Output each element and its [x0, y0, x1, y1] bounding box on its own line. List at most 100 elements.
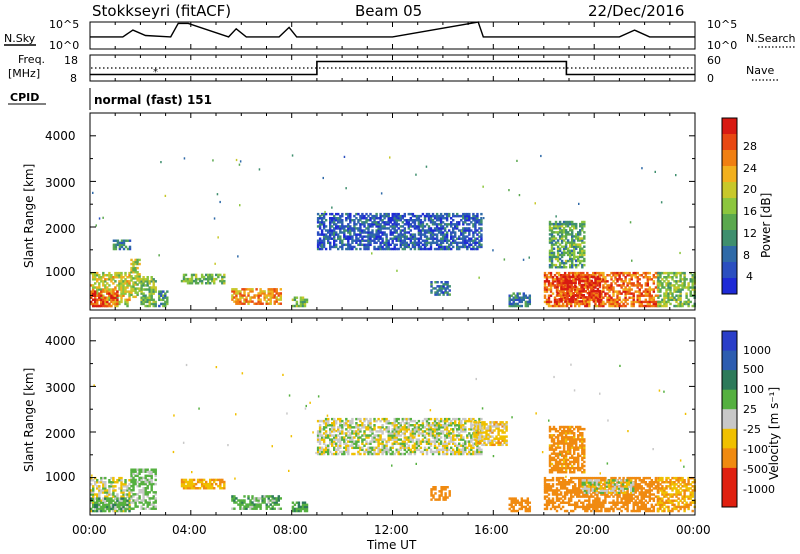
heat-cell — [148, 302, 151, 306]
heat-cell — [371, 446, 374, 450]
heat-cell — [659, 294, 662, 297]
heat-cell — [397, 212, 400, 216]
heat-cell — [581, 266, 584, 269]
heat-cell — [435, 432, 439, 435]
heat-cell — [136, 468, 139, 471]
heat-cell — [150, 472, 153, 476]
heat-cell — [429, 432, 433, 435]
heat-cell — [495, 441, 498, 445]
heat-cell — [320, 229, 324, 232]
heat-cell — [558, 227, 562, 230]
heat-cell — [118, 501, 121, 504]
heat-cell — [379, 436, 382, 439]
heat-cell — [355, 446, 358, 450]
heat-cell — [468, 214, 471, 218]
heat-cell — [148, 507, 151, 510]
heat-cell — [415, 225, 419, 228]
heat-cell — [567, 288, 571, 291]
heat-cell — [335, 438, 338, 441]
heat-cell — [255, 497, 258, 500]
heat-cell — [573, 257, 576, 261]
heat-cell — [263, 495, 266, 498]
heat-cell — [411, 428, 415, 431]
heat-cell — [510, 304, 513, 308]
heat-cell — [369, 417, 372, 421]
heat-cell — [425, 442, 429, 445]
heat-cell — [468, 428, 471, 431]
heat-cell — [600, 294, 603, 297]
heat-cell — [134, 260, 137, 264]
heat-cell — [431, 241, 435, 245]
heat-cell — [124, 485, 127, 488]
heat-cell — [681, 282, 684, 285]
heat-cell — [136, 474, 139, 478]
heat-cell — [584, 296, 588, 299]
heat-cell — [130, 269, 133, 272]
heat-cell — [568, 285, 571, 289]
heat-cell — [367, 223, 370, 226]
heat-cell — [661, 304, 664, 308]
heat-cell — [239, 300, 242, 303]
heat-cell — [596, 275, 600, 279]
heat-cell — [399, 225, 403, 228]
heat-cell — [452, 440, 455, 443]
heat-cell — [450, 235, 453, 238]
heat-cell — [373, 450, 376, 454]
heat-cell — [261, 501, 264, 504]
heat-cell — [480, 417, 483, 421]
heat-cell — [100, 501, 103, 504]
heat-cell — [379, 247, 382, 251]
heat-cell — [337, 448, 340, 452]
heat-cell — [604, 302, 607, 306]
heat-cell — [343, 231, 346, 234]
heat-cell — [383, 243, 386, 247]
heat-cell — [606, 284, 609, 287]
heat-cell — [393, 442, 396, 445]
heat-cell — [691, 288, 694, 291]
heat-cell — [351, 436, 354, 439]
heat-cell — [96, 501, 99, 504]
heat-cell — [503, 435, 506, 438]
heat-cell — [200, 275, 204, 279]
heat-cell — [551, 282, 555, 285]
heat-cell — [273, 503, 276, 506]
heat-cell — [198, 277, 202, 281]
heat-cell — [626, 284, 629, 287]
heat-cell — [245, 507, 248, 510]
nsearch-label: N.Search — [746, 32, 796, 45]
heat-cell — [233, 292, 236, 295]
heat-cell — [419, 432, 423, 435]
heat-cell — [104, 491, 107, 494]
heat-cell — [333, 243, 336, 247]
heat-cell — [560, 275, 563, 279]
heat-cell — [495, 435, 498, 438]
heat-cell — [433, 440, 437, 443]
heat-cell — [435, 428, 439, 431]
heat-cell — [437, 438, 441, 441]
heat-cell — [409, 434, 413, 437]
heat-cell — [150, 487, 153, 490]
heat-cell — [440, 281, 443, 284]
heat-cell — [654, 276, 658, 279]
heat-cell — [413, 221, 417, 224]
heat-cell — [335, 442, 338, 445]
heat-cell — [320, 239, 324, 242]
heat-cell — [324, 432, 328, 435]
heat-cell — [550, 239, 554, 242]
heat-cell — [405, 223, 409, 226]
heat-cell — [375, 438, 378, 441]
heat-cell — [357, 212, 360, 216]
heat-cell — [646, 294, 650, 297]
heat-cell — [373, 219, 376, 222]
heat-cell — [495, 425, 498, 428]
heat-cell — [403, 227, 407, 230]
heat-cell — [235, 298, 238, 301]
heat-cell — [454, 233, 457, 236]
heat-cell — [198, 279, 202, 283]
heat-cell — [379, 430, 382, 433]
heat-cell — [373, 235, 376, 238]
heat-cell — [92, 495, 95, 498]
heat-cell — [612, 280, 615, 283]
heat-cell — [144, 507, 147, 510]
